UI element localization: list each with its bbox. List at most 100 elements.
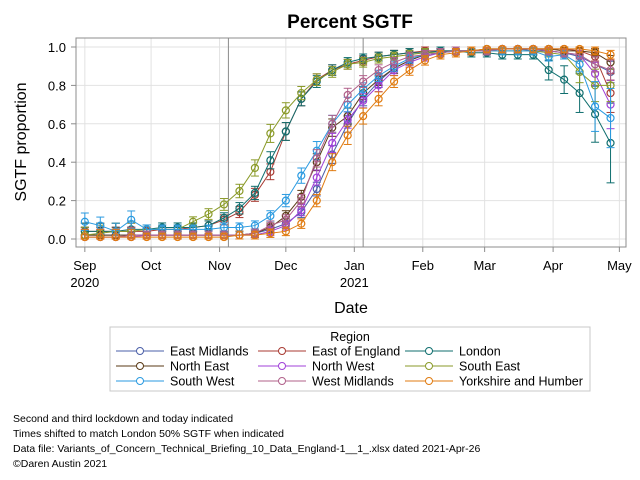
y-tick-label: 0.2 — [48, 194, 66, 209]
data-point — [575, 88, 584, 98]
data-point — [343, 115, 352, 125]
legend-item: West Midlands — [258, 375, 394, 389]
legend-label: South West — [170, 375, 235, 389]
data-point — [297, 171, 306, 180]
x-tick-label: Dec — [274, 258, 298, 273]
data-point — [590, 102, 600, 111]
data-point — [575, 60, 584, 69]
data-point — [312, 196, 321, 205]
legend-marker — [278, 362, 286, 370]
data-point — [590, 46, 600, 55]
data-point — [96, 232, 105, 242]
y-tick-label: 0.0 — [48, 232, 66, 247]
plot-area — [76, 38, 626, 247]
data-point — [389, 58, 399, 67]
data-point — [111, 232, 120, 242]
legend-frame — [109, 326, 591, 392]
data-point — [312, 173, 321, 182]
data-point — [544, 65, 553, 75]
data-point — [281, 127, 290, 136]
data-point — [250, 231, 260, 240]
axes: 0.0 0.2 0.4 0.6 0.8 1.0 Sep 2020 Oct Nov Dec Jan 202… — [48, 37, 632, 290]
x-tick-label: Feb — [412, 258, 434, 273]
data-point — [235, 204, 244, 213]
data-point — [560, 75, 569, 84]
data-point — [606, 50, 615, 59]
legend-label: South East — [459, 360, 521, 374]
x-tick-label: Nov — [208, 258, 232, 273]
footnote-line: ©Daren Austin 2021 — [13, 458, 108, 470]
data-point — [173, 232, 182, 242]
data-point — [606, 113, 615, 123]
legend-item: South West — [116, 375, 235, 389]
data-point — [158, 232, 167, 242]
data-point — [374, 94, 383, 103]
data-point — [529, 44, 538, 54]
data-point — [467, 46, 476, 55]
data-point — [328, 119, 337, 128]
data-point — [405, 65, 414, 75]
y-tick-label: 0.8 — [48, 78, 66, 93]
plot-frame — [75, 37, 627, 248]
data-point — [359, 112, 368, 121]
plot-background — [76, 38, 626, 247]
data-point — [219, 213, 229, 222]
data-point — [266, 211, 275, 221]
data-point — [312, 75, 321, 84]
legend-item: North East — [116, 360, 230, 374]
legend-item: London — [405, 345, 501, 359]
data-point — [359, 58, 368, 67]
data-point — [80, 217, 89, 226]
data-point — [250, 163, 260, 173]
data-point — [343, 90, 352, 100]
data-point — [281, 227, 290, 236]
data-point — [281, 215, 290, 224]
legend-item: Yorkshire and Humber — [405, 375, 583, 389]
legend-marker — [425, 362, 433, 370]
data-point — [328, 67, 337, 77]
data-point — [297, 88, 306, 98]
data-point — [235, 186, 244, 196]
data-point — [219, 232, 229, 242]
data-point — [312, 154, 321, 163]
data-point — [606, 65, 615, 75]
data-point — [482, 44, 491, 54]
legend-label: East Midlands — [170, 345, 249, 359]
data-point — [328, 158, 337, 167]
legend-label: West Midlands — [312, 375, 394, 389]
y-tick-label: 0.6 — [48, 117, 66, 132]
legend-marker — [136, 347, 144, 355]
data-point — [80, 232, 89, 242]
footnote-line: Times shifted to match London 50% SGTF w… — [13, 428, 285, 440]
legend-label: London — [459, 345, 501, 359]
legend-label: North West — [312, 360, 375, 374]
legend-marker — [278, 377, 286, 385]
x-tick-label: Mar — [473, 258, 496, 273]
legend-label: North East — [170, 360, 230, 374]
legend: Region East Midlands East of England Londo… — [109, 326, 591, 392]
data-point — [142, 232, 151, 242]
footnote-line: Data file: Variants_of_Concern_Technical… — [13, 443, 481, 455]
x-tick-sublabel: 2021 — [340, 275, 369, 290]
y-tick-label: 1.0 — [48, 40, 66, 55]
data-point — [451, 48, 461, 57]
y-tick-label: 0.4 — [48, 155, 66, 170]
legend-title: Region — [330, 330, 370, 344]
legend-marker — [136, 362, 144, 370]
footnote-line: Second and third lockdown and today indi… — [13, 413, 234, 425]
x-tick-label: May — [607, 258, 632, 273]
data-point — [513, 44, 522, 54]
gridlines — [76, 38, 626, 247]
data-point — [436, 50, 445, 59]
series-yorkshire-and-humber — [80, 44, 615, 242]
data-point — [266, 129, 275, 138]
legend-marker — [136, 377, 144, 385]
data-point — [266, 229, 275, 238]
data-point — [219, 200, 229, 209]
legend-marker — [425, 377, 433, 385]
data-point — [297, 196, 306, 205]
data-point — [590, 60, 600, 69]
data-point — [343, 60, 352, 69]
data-point — [235, 231, 244, 240]
data-point — [560, 44, 569, 54]
